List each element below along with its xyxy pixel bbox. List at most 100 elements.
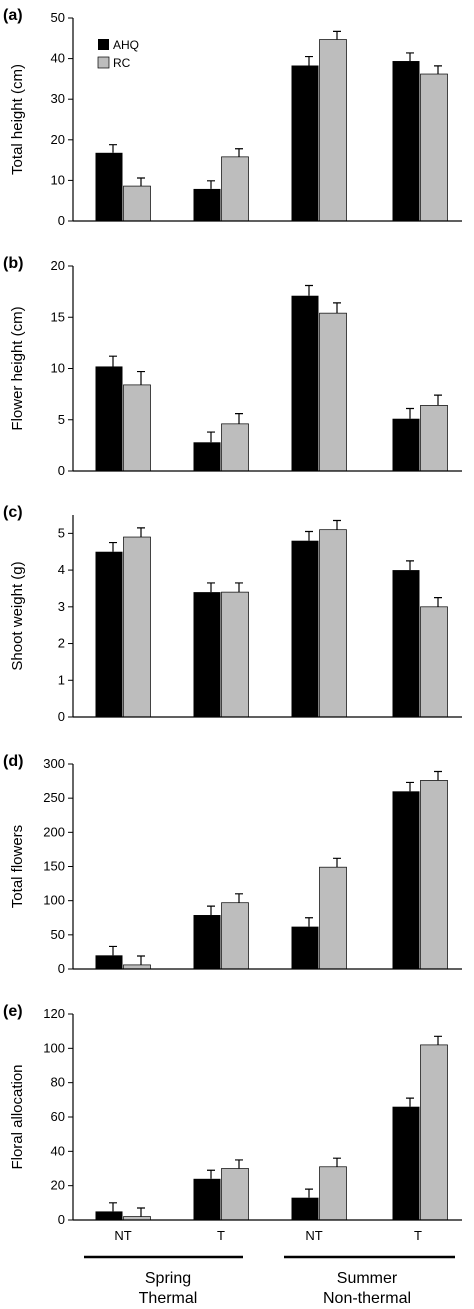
bar bbox=[291, 295, 319, 471]
error-bar bbox=[235, 893, 243, 903]
chart-panel: (e) Floral allocation 0 20 40 60 80 100 120 bbox=[3, 1003, 462, 1227]
y-tick-label: 100 bbox=[43, 893, 65, 908]
chart-panel: (a) Total height (cm) 0 10 20 30 40 50 bbox=[3, 7, 462, 228]
legend-label-ahq: AHQ bbox=[113, 38, 139, 52]
error-bar bbox=[406, 781, 414, 792]
bar bbox=[291, 926, 319, 969]
y-tick-label: 4 bbox=[58, 562, 65, 577]
chart-panel: (c) Shoot weight (g) 0 1 2 3 4 5 bbox=[3, 504, 462, 724]
error-bar bbox=[305, 1188, 313, 1198]
y-tick-label: 80 bbox=[51, 1075, 65, 1090]
bar bbox=[95, 1211, 123, 1220]
error-bar bbox=[235, 148, 243, 157]
y-tick-label: 30 bbox=[51, 91, 65, 106]
error-bar bbox=[434, 597, 442, 607]
y-tick-label: 5 bbox=[58, 412, 65, 427]
y-tick-label: 300 bbox=[43, 756, 65, 771]
error-bar bbox=[333, 1157, 341, 1167]
error-bar bbox=[434, 394, 442, 406]
error-bar bbox=[406, 1097, 414, 1107]
bar bbox=[420, 1044, 448, 1221]
error-bar bbox=[406, 52, 414, 62]
error-bar bbox=[207, 582, 215, 593]
y-tick-label: 0 bbox=[58, 961, 65, 976]
error-bar bbox=[137, 955, 145, 965]
chart-panel: (b) Flower height (cm) 0 5 10 15 20 bbox=[3, 255, 462, 478]
y-tick-label: 50 bbox=[51, 927, 65, 942]
error-bar bbox=[305, 917, 313, 927]
error-bar bbox=[207, 1169, 215, 1179]
bar bbox=[221, 1168, 249, 1221]
bar bbox=[392, 61, 420, 222]
bar bbox=[123, 185, 151, 222]
legend-label-rc: RC bbox=[113, 56, 131, 70]
error-bar bbox=[109, 945, 117, 956]
x-category-label: T bbox=[217, 1228, 225, 1243]
y-tick-label: 10 bbox=[51, 172, 65, 187]
x-category-labels: NT T NT T bbox=[114, 1228, 422, 1243]
error-bar bbox=[137, 1207, 145, 1217]
bar bbox=[193, 1178, 221, 1220]
y-axis-label: Shoot weight (g) bbox=[9, 561, 26, 670]
bar bbox=[123, 384, 151, 472]
y-tick-label: 60 bbox=[51, 1109, 65, 1124]
bar bbox=[221, 156, 249, 222]
y-tick-label: 150 bbox=[43, 859, 65, 874]
bar bbox=[123, 536, 151, 718]
panel-label: (b) bbox=[3, 255, 23, 272]
error-bar bbox=[109, 144, 117, 153]
panel-label: (e) bbox=[3, 1003, 23, 1020]
error-bar bbox=[137, 177, 145, 187]
error-bar bbox=[333, 302, 341, 314]
bar bbox=[95, 955, 123, 969]
y-axis-label: Floral allocation bbox=[9, 1064, 26, 1169]
bar bbox=[319, 529, 347, 718]
y-tick-label: 5 bbox=[58, 525, 65, 540]
bar bbox=[420, 405, 448, 472]
bar bbox=[193, 188, 221, 221]
legend: AHQ RC bbox=[97, 38, 139, 70]
error-bar bbox=[333, 30, 341, 40]
bar bbox=[95, 152, 123, 221]
error-bar bbox=[406, 407, 414, 419]
error-bar bbox=[305, 284, 313, 296]
group-label-spring-line2: Thermal bbox=[139, 1290, 198, 1307]
error-bar bbox=[207, 431, 215, 443]
error-bar bbox=[333, 519, 341, 530]
y-axis-label: Total height (cm) bbox=[9, 64, 26, 175]
y-tick-label: 10 bbox=[51, 361, 65, 376]
error-bar bbox=[434, 65, 442, 75]
error-bar bbox=[109, 541, 117, 552]
error-bar bbox=[235, 1159, 243, 1169]
panel-label: (d) bbox=[3, 753, 23, 770]
bar bbox=[319, 39, 347, 222]
y-tick-label: 120 bbox=[43, 1006, 65, 1021]
error-bar bbox=[109, 355, 117, 367]
y-tick-label: 0 bbox=[58, 213, 65, 228]
y-tick-label: 2 bbox=[58, 636, 65, 651]
y-tick-label: 50 bbox=[51, 10, 65, 25]
bar bbox=[420, 73, 448, 222]
bar bbox=[95, 551, 123, 717]
y-tick-label: 40 bbox=[51, 1143, 65, 1158]
error-bar bbox=[434, 770, 442, 781]
y-tick-label: 100 bbox=[43, 1040, 65, 1055]
bar bbox=[193, 915, 221, 969]
error-bar bbox=[305, 530, 313, 541]
bar bbox=[221, 423, 249, 472]
error-bar bbox=[137, 370, 145, 385]
group-labels: Spring Thermal Summer Non-thermal bbox=[139, 1270, 411, 1307]
error-bar bbox=[137, 527, 145, 538]
chart-panel: (d) Total flowers 0 50 100 150 200 250 300 bbox=[3, 753, 462, 976]
y-tick-label: 3 bbox=[58, 599, 65, 614]
x-category-label: NT bbox=[305, 1228, 322, 1243]
group-label-spring-line1: Spring bbox=[145, 1270, 191, 1287]
panel-label: (a) bbox=[3, 7, 23, 24]
error-bar bbox=[235, 413, 243, 424]
group-label-summer-line2: Non-thermal bbox=[323, 1290, 411, 1307]
x-category-label: NT bbox=[114, 1228, 131, 1243]
bar bbox=[193, 592, 221, 717]
bar bbox=[392, 570, 420, 717]
legend-swatch-ahq bbox=[98, 39, 109, 50]
